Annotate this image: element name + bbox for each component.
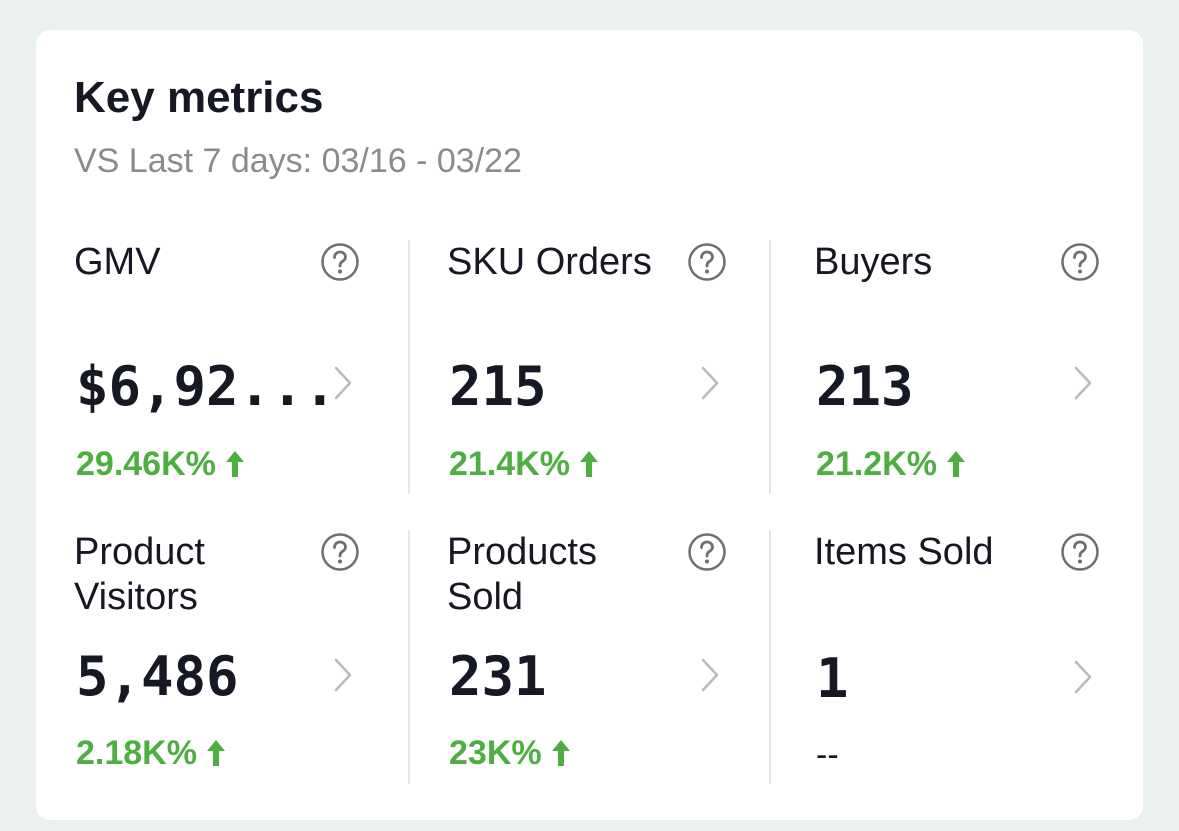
column-divider: [769, 240, 771, 494]
chevron-right-icon[interactable]: [699, 364, 721, 402]
metric-change: 21.4K%: [449, 447, 600, 481]
chevron-right-icon[interactable]: [1072, 658, 1094, 696]
metric-value: 1: [816, 647, 849, 710]
arrow-up-icon: [579, 451, 598, 477]
help-icon[interactable]: [320, 532, 360, 572]
help-icon[interactable]: [320, 242, 360, 282]
metric-value: 215: [449, 355, 547, 418]
metric-label: Products Sold: [447, 531, 597, 618]
card-title: Key metrics: [74, 73, 324, 122]
metric-label: Buyers: [814, 241, 933, 283]
help-icon[interactable]: [687, 242, 727, 282]
metric-change: 23K%: [449, 736, 572, 770]
metric-label: Items Sold: [814, 531, 994, 573]
column-divider: [769, 530, 771, 784]
comparison-period: VS Last 7 days: 03/16 - 03/22: [74, 142, 522, 180]
metric-value: 213: [816, 355, 914, 418]
metric-change-value: 29.46K%: [76, 445, 216, 483]
metric-change-value: --: [816, 736, 839, 774]
metric-gmv[interactable]: GMV $6,92... 29.46K%: [74, 240, 404, 490]
metric-items-sold[interactable]: Items Sold 1 --: [814, 530, 1144, 780]
metric-products-sold[interactable]: Products Sold 231 23K%: [447, 530, 777, 780]
metric-change-value: 2.18K%: [76, 734, 197, 772]
metric-sku-orders[interactable]: SKU Orders 215 21.4K%: [447, 240, 777, 490]
metric-change: --: [816, 738, 839, 772]
metric-change-value: 23K%: [449, 734, 542, 772]
metric-buyers[interactable]: Buyers 213 21.2K%: [814, 240, 1144, 490]
help-icon[interactable]: [1060, 242, 1100, 282]
key-metrics-card: Key metrics VS Last 7 days: 03/16 - 03/2…: [36, 30, 1143, 820]
chevron-right-icon[interactable]: [1072, 364, 1094, 402]
chevron-right-icon[interactable]: [332, 364, 354, 402]
chevron-right-icon[interactable]: [332, 656, 354, 694]
column-divider: [408, 240, 410, 494]
arrow-up-icon: [946, 451, 965, 477]
column-divider: [408, 530, 410, 784]
metric-change-value: 21.4K%: [449, 445, 570, 483]
metric-value: $6,92...: [76, 355, 337, 418]
help-icon[interactable]: [687, 532, 727, 572]
metric-product-visitors[interactable]: Product Visitors 5,486 2.18K%: [74, 530, 404, 780]
metric-change: 29.46K%: [76, 447, 246, 481]
metric-value: 231: [449, 645, 547, 708]
metric-change: 21.2K%: [816, 447, 967, 481]
metric-label: Product Visitors: [74, 531, 205, 618]
metric-change: 2.18K%: [76, 736, 227, 770]
arrow-up-icon: [206, 740, 225, 766]
metric-label: SKU Orders: [447, 241, 652, 283]
metric-label: GMV: [74, 241, 161, 283]
arrow-up-icon: [551, 740, 570, 766]
arrow-up-icon: [225, 451, 244, 477]
chevron-right-icon[interactable]: [699, 656, 721, 694]
help-icon[interactable]: [1060, 532, 1100, 572]
metric-change-value: 21.2K%: [816, 445, 937, 483]
metric-value: 5,486: [76, 645, 239, 708]
